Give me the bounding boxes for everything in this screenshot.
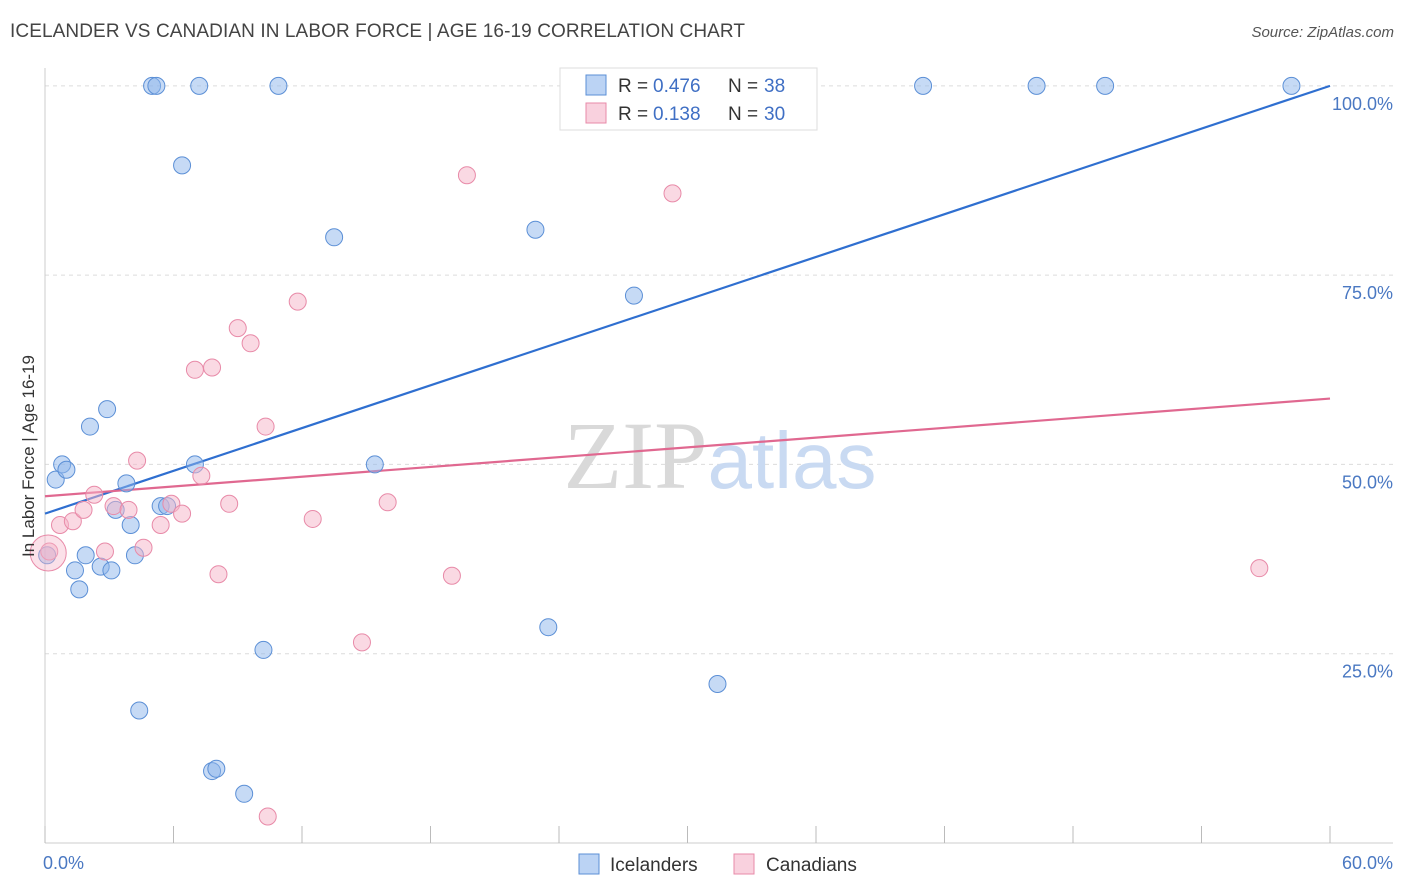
point-icelanders <box>57 460 76 479</box>
point-canadians <box>40 542 59 561</box>
watermark: ZIPatlas <box>564 402 877 509</box>
point-icelanders <box>70 580 89 599</box>
point-canadians <box>228 319 247 338</box>
point-icelanders <box>190 76 209 95</box>
point-icelanders <box>1027 76 1046 95</box>
point-canadians <box>220 494 239 513</box>
trend-line-icelanders <box>44 84 1331 515</box>
point-canadians <box>74 500 93 519</box>
watermark-text: ZIPatlas <box>564 402 877 509</box>
legend-bottom: Icelanders Canadians <box>578 853 857 876</box>
point-canadians <box>173 504 192 523</box>
x-tick-label-min: 0.0% <box>43 853 84 873</box>
point-canadians <box>288 292 307 311</box>
bottom-legend-swatch-icelanders <box>578 853 600 875</box>
point-canadians <box>95 542 114 561</box>
point-icelanders <box>147 76 166 95</box>
point-icelanders <box>102 561 121 580</box>
legend-n-value: 38 <box>764 76 785 97</box>
point-canadians <box>203 358 222 377</box>
legend-r-value: 0.476 <box>653 76 701 97</box>
x-tick-label-max: 60.0% <box>1342 853 1393 873</box>
bottom-legend-label-canadians: Canadians <box>766 855 857 876</box>
point-icelanders <box>65 561 84 580</box>
point-canadians <box>378 493 397 512</box>
point-icelanders <box>117 474 136 493</box>
point-canadians <box>241 334 260 353</box>
legend-swatch-canadians <box>585 102 607 124</box>
point-icelanders <box>173 156 192 175</box>
point-canadians <box>104 497 123 516</box>
point-icelanders <box>624 286 643 305</box>
point-canadians <box>63 512 82 531</box>
point-canadians <box>192 466 211 485</box>
legend-r-label: R = <box>618 104 648 125</box>
point-icelanders <box>130 701 149 720</box>
legend-r-value: 0.138 <box>653 104 701 125</box>
point-canadians <box>258 807 277 826</box>
point-icelanders <box>539 618 558 637</box>
bottom-legend-label-icelanders: Icelanders <box>610 855 698 876</box>
point-canadians <box>151 516 170 534</box>
legend-n-label: N = <box>728 104 758 125</box>
gridlines <box>45 85 1393 655</box>
axes <box>44 68 1393 844</box>
point-canadians <box>457 166 476 185</box>
y-tick-label: 50.0% <box>1342 472 1393 492</box>
point-canadians <box>663 184 682 203</box>
point-canadians <box>128 451 147 470</box>
y-axis-label: In Labor Force | Age 16-19 <box>19 355 38 557</box>
legend-n-value: 30 <box>764 104 785 125</box>
point-canadians <box>119 500 138 519</box>
legend-n-label: N = <box>728 76 758 97</box>
point-canadians <box>303 509 322 528</box>
y-tick-label: 75.0% <box>1342 283 1393 303</box>
point-icelanders <box>235 784 254 803</box>
point-icelanders <box>708 675 727 693</box>
axis-labels: 25.0% 50.0% 75.0% 100.0% 0.0% 60.0% In Labor F… <box>19 94 1393 873</box>
point-icelanders <box>365 455 384 474</box>
bottom-legend-swatch-canadians <box>733 853 755 875</box>
point-canadians <box>85 485 104 504</box>
point-icelanders <box>914 76 933 95</box>
point-icelanders <box>526 220 545 239</box>
y-tick-label: 25.0% <box>1342 662 1393 682</box>
point-icelanders <box>1096 76 1115 95</box>
point-canadians <box>442 566 461 585</box>
chart-title: ICELANDER VS CANADIAN IN LABOR FORCE | A… <box>10 21 746 42</box>
point-canadians <box>29 534 67 572</box>
legend-swatch-icelanders <box>585 74 607 96</box>
y-tick-label: 100.0% <box>1332 94 1393 114</box>
point-canadians <box>352 633 371 652</box>
point-icelanders <box>269 76 288 95</box>
point-canadians <box>185 360 204 379</box>
point-icelanders <box>1282 76 1301 95</box>
data-points <box>29 76 1301 826</box>
point-icelanders <box>254 640 273 659</box>
point-canadians <box>134 538 153 557</box>
point-canadians <box>1250 559 1269 578</box>
point-icelanders <box>98 400 117 419</box>
watermark-atlas: atlas <box>708 416 877 505</box>
point-icelanders <box>207 759 226 778</box>
chart-source: Source: ZipAtlas.com <box>1251 24 1394 41</box>
point-canadians <box>209 565 228 584</box>
point-icelanders <box>325 228 344 247</box>
trend-lines <box>44 84 1331 515</box>
trend-line-canadians <box>44 397 1331 498</box>
point-icelanders <box>76 546 95 565</box>
legend-top: R = 0.476 N = 38 R = 0.138 N = 30 <box>559 67 818 131</box>
point-icelanders <box>121 516 140 534</box>
point-icelanders <box>80 417 99 436</box>
point-canadians <box>256 417 275 436</box>
legend-r-label: R = <box>618 76 648 97</box>
